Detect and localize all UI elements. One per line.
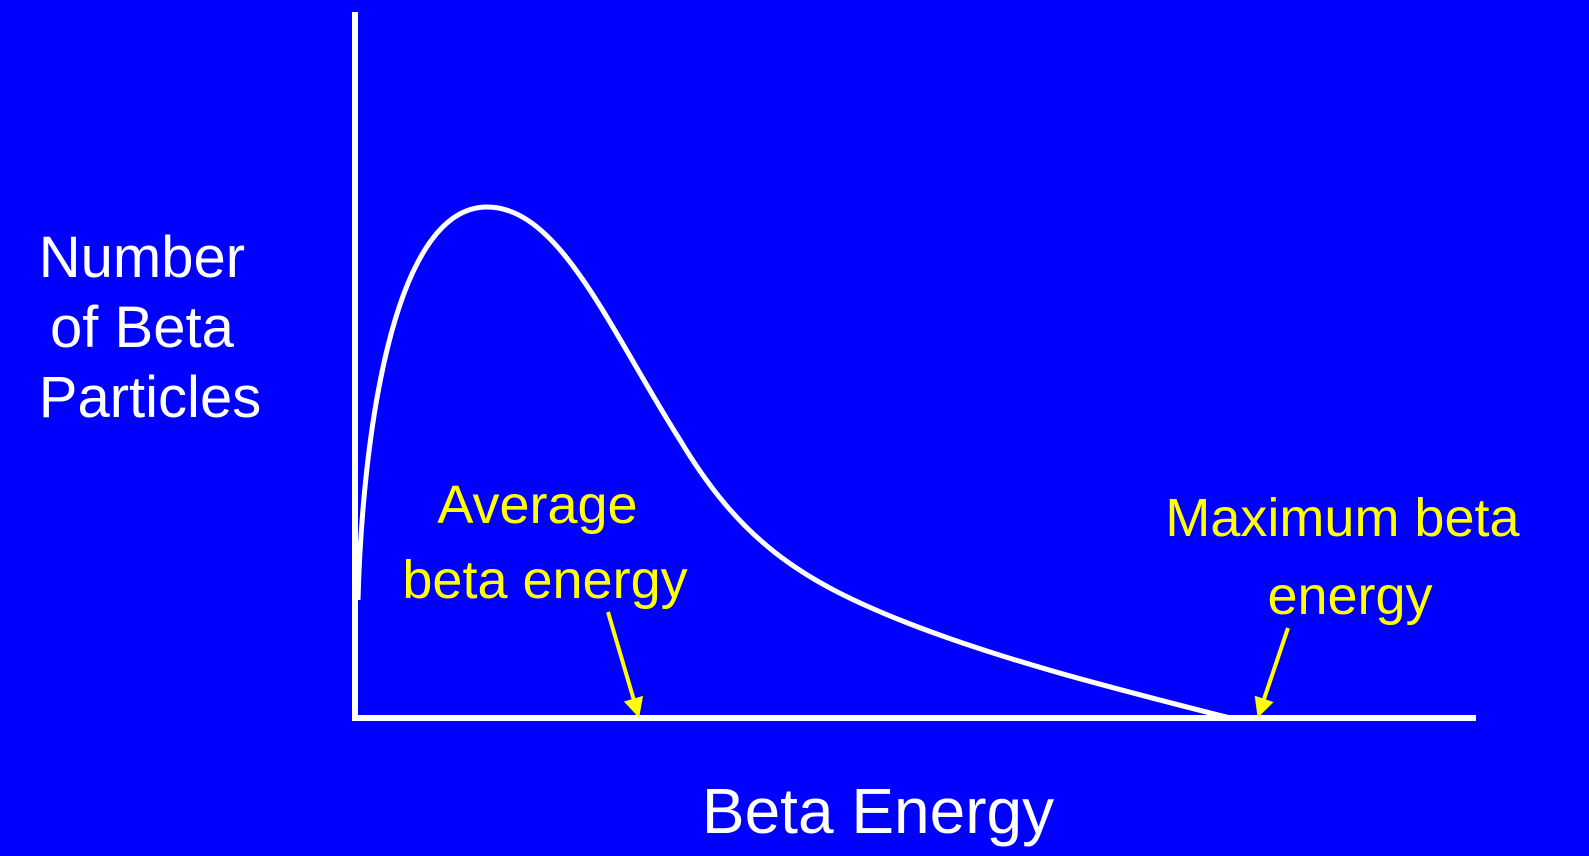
y-axis-label: Number of Beta Particles bbox=[39, 225, 261, 430]
annotation-line: energy bbox=[1267, 566, 1432, 626]
label-line: of Beta bbox=[50, 295, 235, 360]
average-arrow bbox=[606, 611, 644, 718]
spectrum-curve bbox=[355, 204, 1231, 721]
maximum-arrow bbox=[1254, 627, 1290, 718]
label-line: Number bbox=[39, 225, 245, 290]
annotation-line: Maximum beta bbox=[1165, 488, 1520, 548]
x-axis-label: Beta Energy bbox=[702, 775, 1054, 847]
label-line: Particles bbox=[39, 365, 261, 430]
maximum-annotation: Maximum beta energy bbox=[1165, 488, 1534, 626]
average-annotation: Average beta energy bbox=[402, 475, 687, 610]
annotation-line: Average bbox=[437, 475, 637, 535]
annotation-line: beta energy bbox=[402, 550, 687, 610]
